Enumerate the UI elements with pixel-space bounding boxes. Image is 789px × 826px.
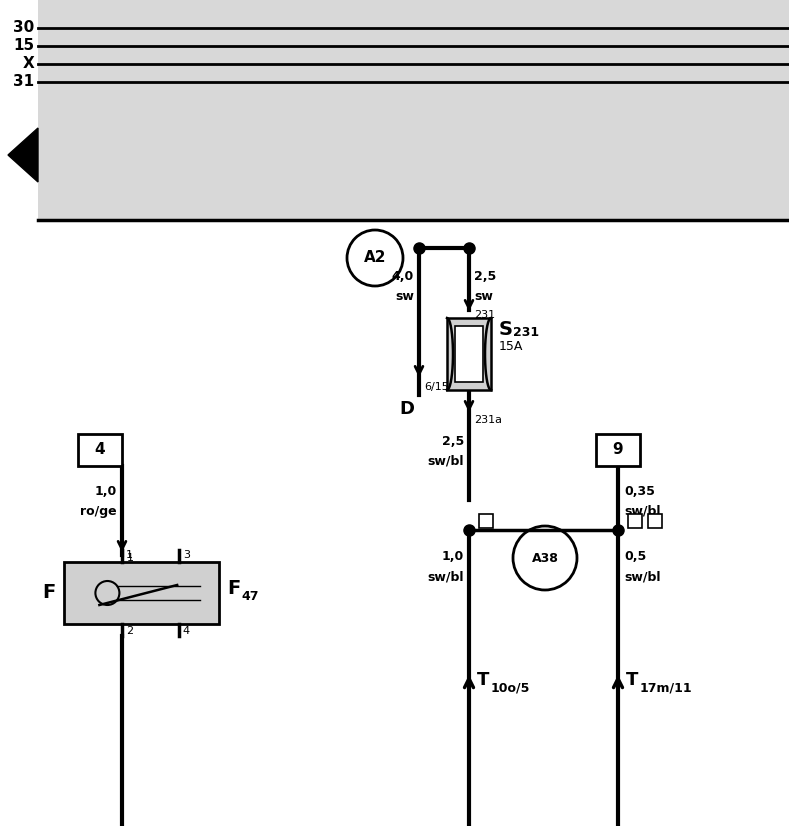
Text: T: T: [626, 671, 638, 689]
Text: 231: 231: [513, 326, 539, 339]
Bar: [78, 434, 122, 466]
Text: 10o/5: 10o/5: [491, 681, 530, 695]
Bar: [648, 514, 662, 528]
Text: sw/bl: sw/bl: [624, 570, 660, 583]
Text: 9: 9: [613, 443, 623, 458]
Text: A38: A38: [532, 552, 559, 564]
Text: 2,5: 2,5: [442, 435, 464, 448]
Bar: [455, 326, 483, 382]
Text: S: S: [499, 320, 513, 339]
Text: sw/bl: sw/bl: [428, 455, 464, 468]
Text: sw/bl: sw/bl: [428, 570, 464, 583]
Bar: [64, 562, 219, 624]
Text: 15A: 15A: [499, 340, 523, 353]
Text: 3: 3: [183, 550, 189, 560]
Bar: [479, 514, 493, 528]
Text: 0,5: 0,5: [624, 550, 646, 563]
Text: 0,35: 0,35: [624, 485, 655, 498]
Text: 17m/11: 17m/11: [640, 681, 693, 695]
Text: 2: 2: [126, 626, 133, 636]
Text: 4,0: 4,0: [392, 270, 414, 283]
Text: 31: 31: [13, 74, 34, 89]
Text: 231a: 231a: [474, 415, 502, 425]
Text: A2: A2: [364, 250, 387, 265]
Bar: [38, 0, 789, 220]
Text: 231: 231: [474, 310, 495, 320]
Text: 1: 1: [126, 550, 133, 560]
Text: 47: 47: [241, 591, 259, 604]
Text: 15: 15: [13, 39, 34, 54]
Text: 1,0: 1,0: [95, 485, 117, 498]
Text: 6/15: 6/15: [424, 382, 449, 392]
Text: ro/ge: ro/ge: [80, 505, 117, 518]
Text: sw/bl: sw/bl: [624, 505, 660, 518]
Bar: [596, 434, 640, 466]
Text: T: T: [477, 671, 489, 689]
Text: 30: 30: [13, 21, 34, 36]
Text: F: F: [43, 583, 56, 602]
Text: 2,5: 2,5: [474, 270, 496, 283]
Text: 4: 4: [95, 443, 105, 458]
Polygon shape: [8, 128, 38, 182]
Text: 4: 4: [183, 626, 190, 636]
Text: 1,0: 1,0: [442, 550, 464, 563]
Text: F: F: [227, 580, 240, 599]
Text: X: X: [22, 56, 34, 72]
Text: 1: 1: [127, 553, 134, 563]
Text: sw: sw: [474, 290, 493, 303]
Bar: [628, 514, 642, 528]
Bar: [447, 318, 491, 390]
Text: D: D: [399, 400, 414, 418]
Text: sw: sw: [395, 290, 414, 303]
